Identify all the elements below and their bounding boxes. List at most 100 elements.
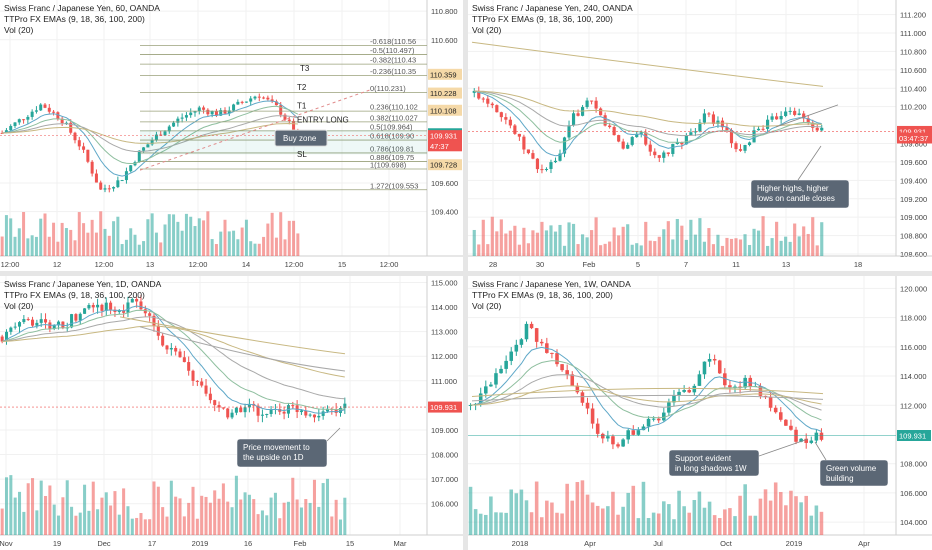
candle-body (117, 310, 121, 312)
candle-body (743, 377, 747, 388)
volume-label[interactable]: Vol (20) (4, 25, 34, 35)
candle-body (321, 411, 325, 416)
volume-bar (60, 222, 64, 256)
volume-bar (711, 244, 716, 256)
volume-bar (126, 506, 130, 535)
candle-body (195, 380, 199, 382)
chart-canvas-h4[interactable]: 111.200 111.000 110.800 110.600 110.400 110.2… (468, 0, 932, 271)
candle-body (630, 137, 634, 145)
indicator-label[interactable]: TTPro FX EMAs (9, 18, 36, 100, 200) (472, 14, 613, 24)
volume-bar (113, 491, 117, 535)
volume-label[interactable]: Vol (20) (4, 301, 34, 311)
price-label-box (428, 159, 462, 171)
indicator-label[interactable]: TTPro FX EMAs (9, 18, 36, 100, 200) (4, 14, 145, 24)
y-tick-label: 110.600 (900, 66, 927, 75)
volume-bar (590, 230, 594, 256)
volume-bar (651, 512, 656, 535)
candle-body (47, 107, 51, 112)
volume-bar (143, 519, 147, 535)
candle-body (608, 125, 612, 128)
volume-bar (477, 244, 481, 256)
ema-line (474, 90, 822, 137)
volume-bar (697, 491, 702, 535)
candle-body (788, 110, 792, 112)
y-tick-label: 111.200 (900, 11, 926, 20)
candle-body (91, 305, 95, 308)
chart-canvas-w1[interactable]: 120.000 118.000 116.000 114.000 112.000 108.0… (468, 276, 932, 550)
volume-bar (330, 516, 334, 535)
volume-bar (612, 227, 616, 256)
x-tick-label: Apr (858, 539, 870, 548)
volume-bar (513, 225, 517, 256)
volume-bar (621, 506, 625, 535)
volume-bar (748, 515, 753, 535)
candle-body (481, 98, 485, 100)
candle-body (200, 381, 204, 386)
volume-bar (626, 224, 630, 256)
candle-body (711, 114, 716, 124)
volume-bar (210, 239, 214, 256)
candle-body (499, 368, 503, 374)
volume-bar (756, 230, 761, 256)
chart-panel-h4[interactable]: Swiss Franc / Japanese Yen, 240, OANDA T… (468, 0, 932, 271)
volume-bar (590, 502, 595, 535)
indicator-label[interactable]: TTPro FX EMAs (9, 18, 36, 100, 200) (472, 290, 613, 300)
panel-divider-horizontal[interactable] (0, 271, 932, 276)
volume-bar (509, 489, 514, 535)
volume-bar (112, 221, 116, 256)
volume-bar (571, 223, 576, 256)
volume-bar (631, 485, 636, 535)
volume-bar (489, 496, 493, 535)
candle-body (667, 402, 671, 413)
chart-canvas-d1[interactable]: 115.000 114.000 113.000 112.000 111.000 109.0… (0, 276, 463, 550)
volume-bar (156, 486, 160, 535)
candle-body (766, 119, 770, 129)
volume-bar (567, 222, 571, 256)
volume-bar (9, 475, 13, 535)
chart-panel-h1[interactable]: Swiss Franc / Japanese Yen, 60, OANDA TT… (0, 0, 463, 271)
indicator-label[interactable]: TTPro FX EMAs (9, 18, 36, 100, 200) (4, 290, 145, 300)
volume-bar (820, 222, 824, 256)
candle-body (130, 298, 134, 303)
annotation-callout (819, 459, 889, 487)
volume-bar (96, 509, 100, 535)
volume-bar (630, 244, 634, 256)
chart-panel-w1[interactable]: Swiss Franc / Japanese Yen, 1W, OANDA TT… (468, 276, 932, 550)
volume-bar (74, 515, 78, 535)
volume-bar (560, 513, 564, 535)
chart-canvas-h1[interactable]: 110.800 110.600 109.600 109.400 12:00 12 12:00… (0, 0, 463, 271)
volume-bar (204, 496, 208, 535)
volume-bar (519, 489, 524, 535)
volume-bar (644, 221, 648, 256)
y-tick-label: 111.000 (431, 377, 457, 386)
volume-label[interactable]: Vol (20) (472, 301, 502, 311)
volume-bar (103, 228, 107, 256)
candle-body (240, 101, 244, 103)
volume-bar (107, 235, 111, 256)
volume-bar (806, 233, 810, 256)
y-tick-label: 111.000 (900, 29, 926, 38)
chart-panel-d1[interactable]: Swiss Franc / Japanese Yen, 1D, OANDA TT… (0, 276, 463, 550)
volume-bar (252, 499, 256, 535)
candle-body (0, 336, 4, 342)
candle-body (504, 117, 508, 120)
volume-bar (707, 501, 712, 535)
candle-body (626, 430, 630, 440)
candle-body (575, 385, 580, 393)
ema-line (471, 387, 824, 398)
candle-body (70, 314, 74, 328)
candle-body (599, 108, 603, 116)
volume-label[interactable]: Vol (20) (472, 25, 502, 35)
candle-body (299, 410, 303, 413)
candle-body (161, 335, 165, 346)
y-tick-label: 109.600 (900, 158, 927, 167)
volume-bar (725, 237, 729, 256)
volume-bar (815, 245, 819, 256)
y-tick-label: 114.000 (900, 372, 927, 381)
candle-body (484, 386, 488, 394)
volume-bar (308, 502, 312, 535)
candle-body (539, 341, 544, 344)
volume-bar (743, 234, 747, 256)
candle-body (775, 116, 779, 120)
candle-body (793, 110, 797, 115)
